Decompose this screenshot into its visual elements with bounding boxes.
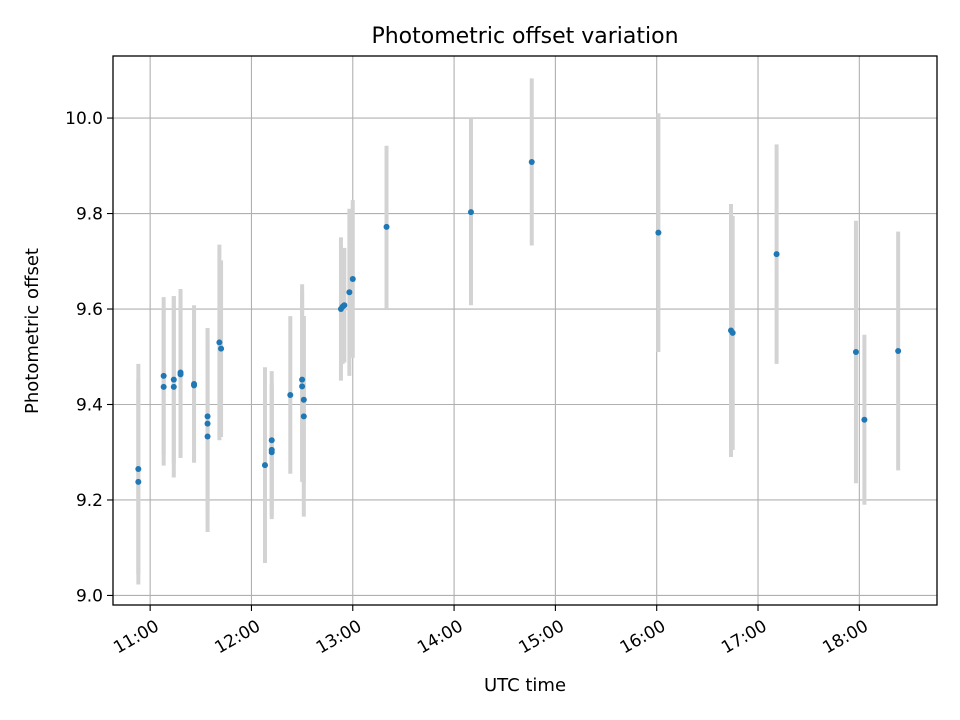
y-axis-ticks: 9.0 9.2 9.4 9.6 9.8 10.0: [65, 109, 113, 606]
data-point: [268, 437, 275, 444]
data-point: [341, 302, 348, 309]
data-point: [852, 348, 859, 355]
data-point: [218, 345, 225, 352]
data-points: [135, 158, 902, 485]
data-point: [170, 383, 177, 390]
data-point: [135, 465, 142, 472]
data-point: [655, 229, 662, 236]
data-point: [299, 383, 306, 390]
y-tick-label: 9.2: [76, 491, 103, 511]
data-point: [300, 413, 307, 420]
plot-frame: [112, 55, 938, 606]
chart-title: Photometric offset variation: [371, 24, 678, 49]
data-point: [349, 275, 356, 282]
data-point: [191, 382, 198, 389]
data-point: [773, 251, 780, 258]
data-point: [268, 446, 275, 453]
data-point: [216, 339, 223, 346]
data-point: [204, 433, 211, 440]
data-point: [383, 223, 390, 230]
data-point: [160, 372, 167, 379]
data-point: [204, 420, 211, 427]
data-point: [287, 391, 294, 398]
data-point: [300, 396, 307, 403]
y-tick-label: 9.0: [76, 586, 103, 606]
data-point: [467, 209, 474, 216]
data-point: [177, 371, 184, 378]
data-point: [528, 158, 535, 165]
data-point: [160, 383, 167, 390]
y-tick-label: 10.0: [65, 109, 103, 129]
data-point: [261, 462, 268, 469]
data-point: [346, 289, 353, 296]
x-axis-label: UTC time: [484, 675, 566, 696]
data-point: [895, 348, 902, 355]
data-point: [299, 376, 306, 383]
y-tick-label: 9.6: [76, 300, 103, 320]
data-point: [135, 478, 142, 485]
y-tick-label: 9.8: [76, 205, 103, 225]
data-point: [204, 413, 211, 420]
data-point: [861, 416, 868, 423]
y-axis-label: Photometric offset: [22, 248, 43, 414]
data-point: [170, 376, 177, 383]
y-tick-label: 9.4: [76, 395, 103, 415]
data-point: [729, 329, 736, 336]
